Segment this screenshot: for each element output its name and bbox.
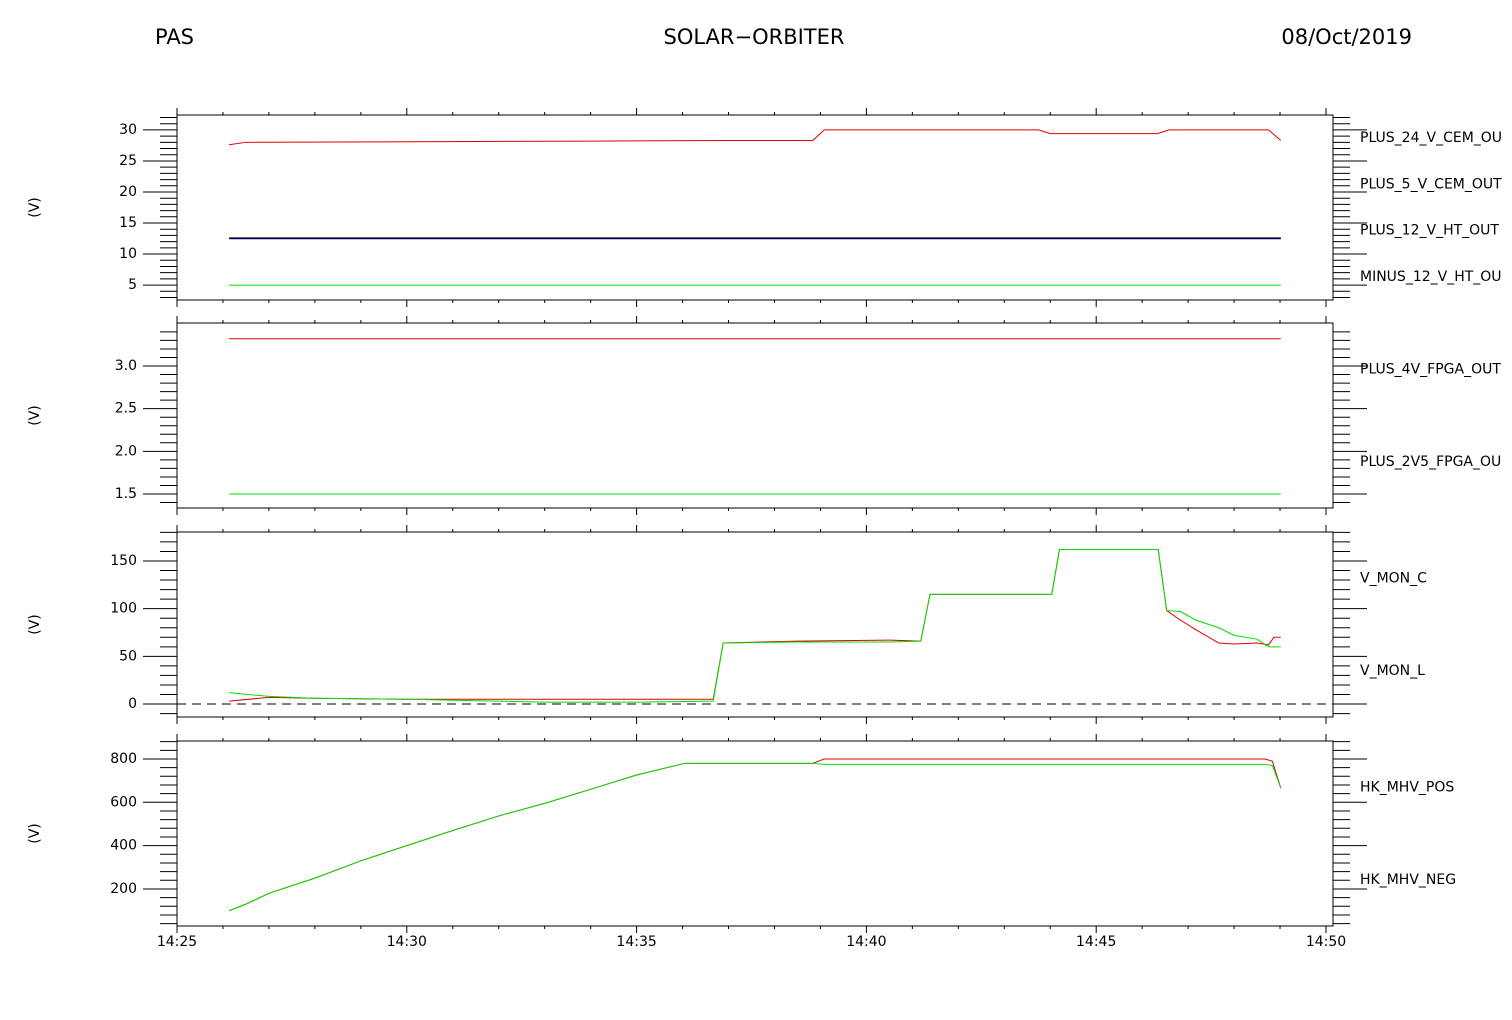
y-tick-label: 0 — [128, 696, 137, 712]
x-tick-label: 14:40 — [846, 934, 886, 950]
series-line — [228, 762, 1282, 912]
x-tick-label: 14:25 — [157, 934, 197, 950]
legend-label: HK_MHV_POS — [1360, 779, 1454, 795]
y-axis-label: (V) — [27, 614, 43, 635]
y-tick-label: 200 — [110, 881, 137, 897]
x-tick-label: 14:30 — [387, 934, 427, 950]
y-tick-label: 150 — [110, 553, 137, 569]
header-right: 08/Oct/2019 — [1281, 25, 1412, 49]
legend-label: V_MON_L — [1360, 663, 1425, 679]
header-left: PAS — [155, 25, 194, 49]
legend-label: PLUS_5_V_CEM_OUT — [1360, 176, 1502, 192]
y-tick-label: 1.5 — [115, 486, 137, 502]
y-axis-label: (V) — [27, 197, 43, 218]
y-tick-label: 2.5 — [115, 401, 137, 417]
y-tick-label: 20 — [119, 184, 137, 200]
series-line — [229, 549, 1281, 703]
x-tick-label: 14:45 — [1076, 934, 1116, 950]
y-tick-label: 30 — [119, 122, 137, 138]
legend-label: PLUS_2V5_FPGA_OU — [1360, 454, 1501, 470]
legend-label: PLUS_4V_FPGA_OUT — [1360, 361, 1501, 377]
y-tick-label: 25 — [119, 153, 137, 169]
y-tick-label: 15 — [119, 215, 137, 231]
plot-frame — [176, 531, 1334, 718]
y-tick-label: 10 — [119, 246, 137, 262]
series-line — [229, 129, 1282, 146]
legend-label: HK_MHV_NEG — [1360, 872, 1456, 888]
y-tick-label: 100 — [110, 601, 137, 617]
x-tick-label: 14:35 — [616, 934, 656, 950]
y-tick-label: 600 — [110, 794, 137, 810]
y-tick-label: 3.0 — [115, 358, 137, 374]
legend-label: V_MON_C — [1360, 570, 1427, 586]
y-tick-label: 2.0 — [115, 443, 137, 459]
y-tick-label: 400 — [110, 838, 137, 854]
legend-label: PLUS_12_V_HT_OUT — [1360, 223, 1499, 239]
plot-frame — [176, 322, 1334, 509]
y-axis-label: (V) — [27, 823, 43, 844]
x-tick-label: 14:50 — [1306, 934, 1346, 950]
y-axis-label: (V) — [27, 405, 43, 426]
y-tick-label: 800 — [110, 751, 137, 767]
legend-label: PLUS_24_V_CEM_OU — [1360, 130, 1502, 146]
legend-label: MINUS_12_V_HT_OU — [1360, 269, 1502, 285]
y-tick-label: 5 — [128, 277, 137, 293]
plot-frame — [176, 740, 1334, 927]
header-center: SOLAR−ORBITER — [663, 25, 844, 49]
y-tick-label: 50 — [119, 648, 137, 664]
plot-frame — [176, 114, 1334, 301]
